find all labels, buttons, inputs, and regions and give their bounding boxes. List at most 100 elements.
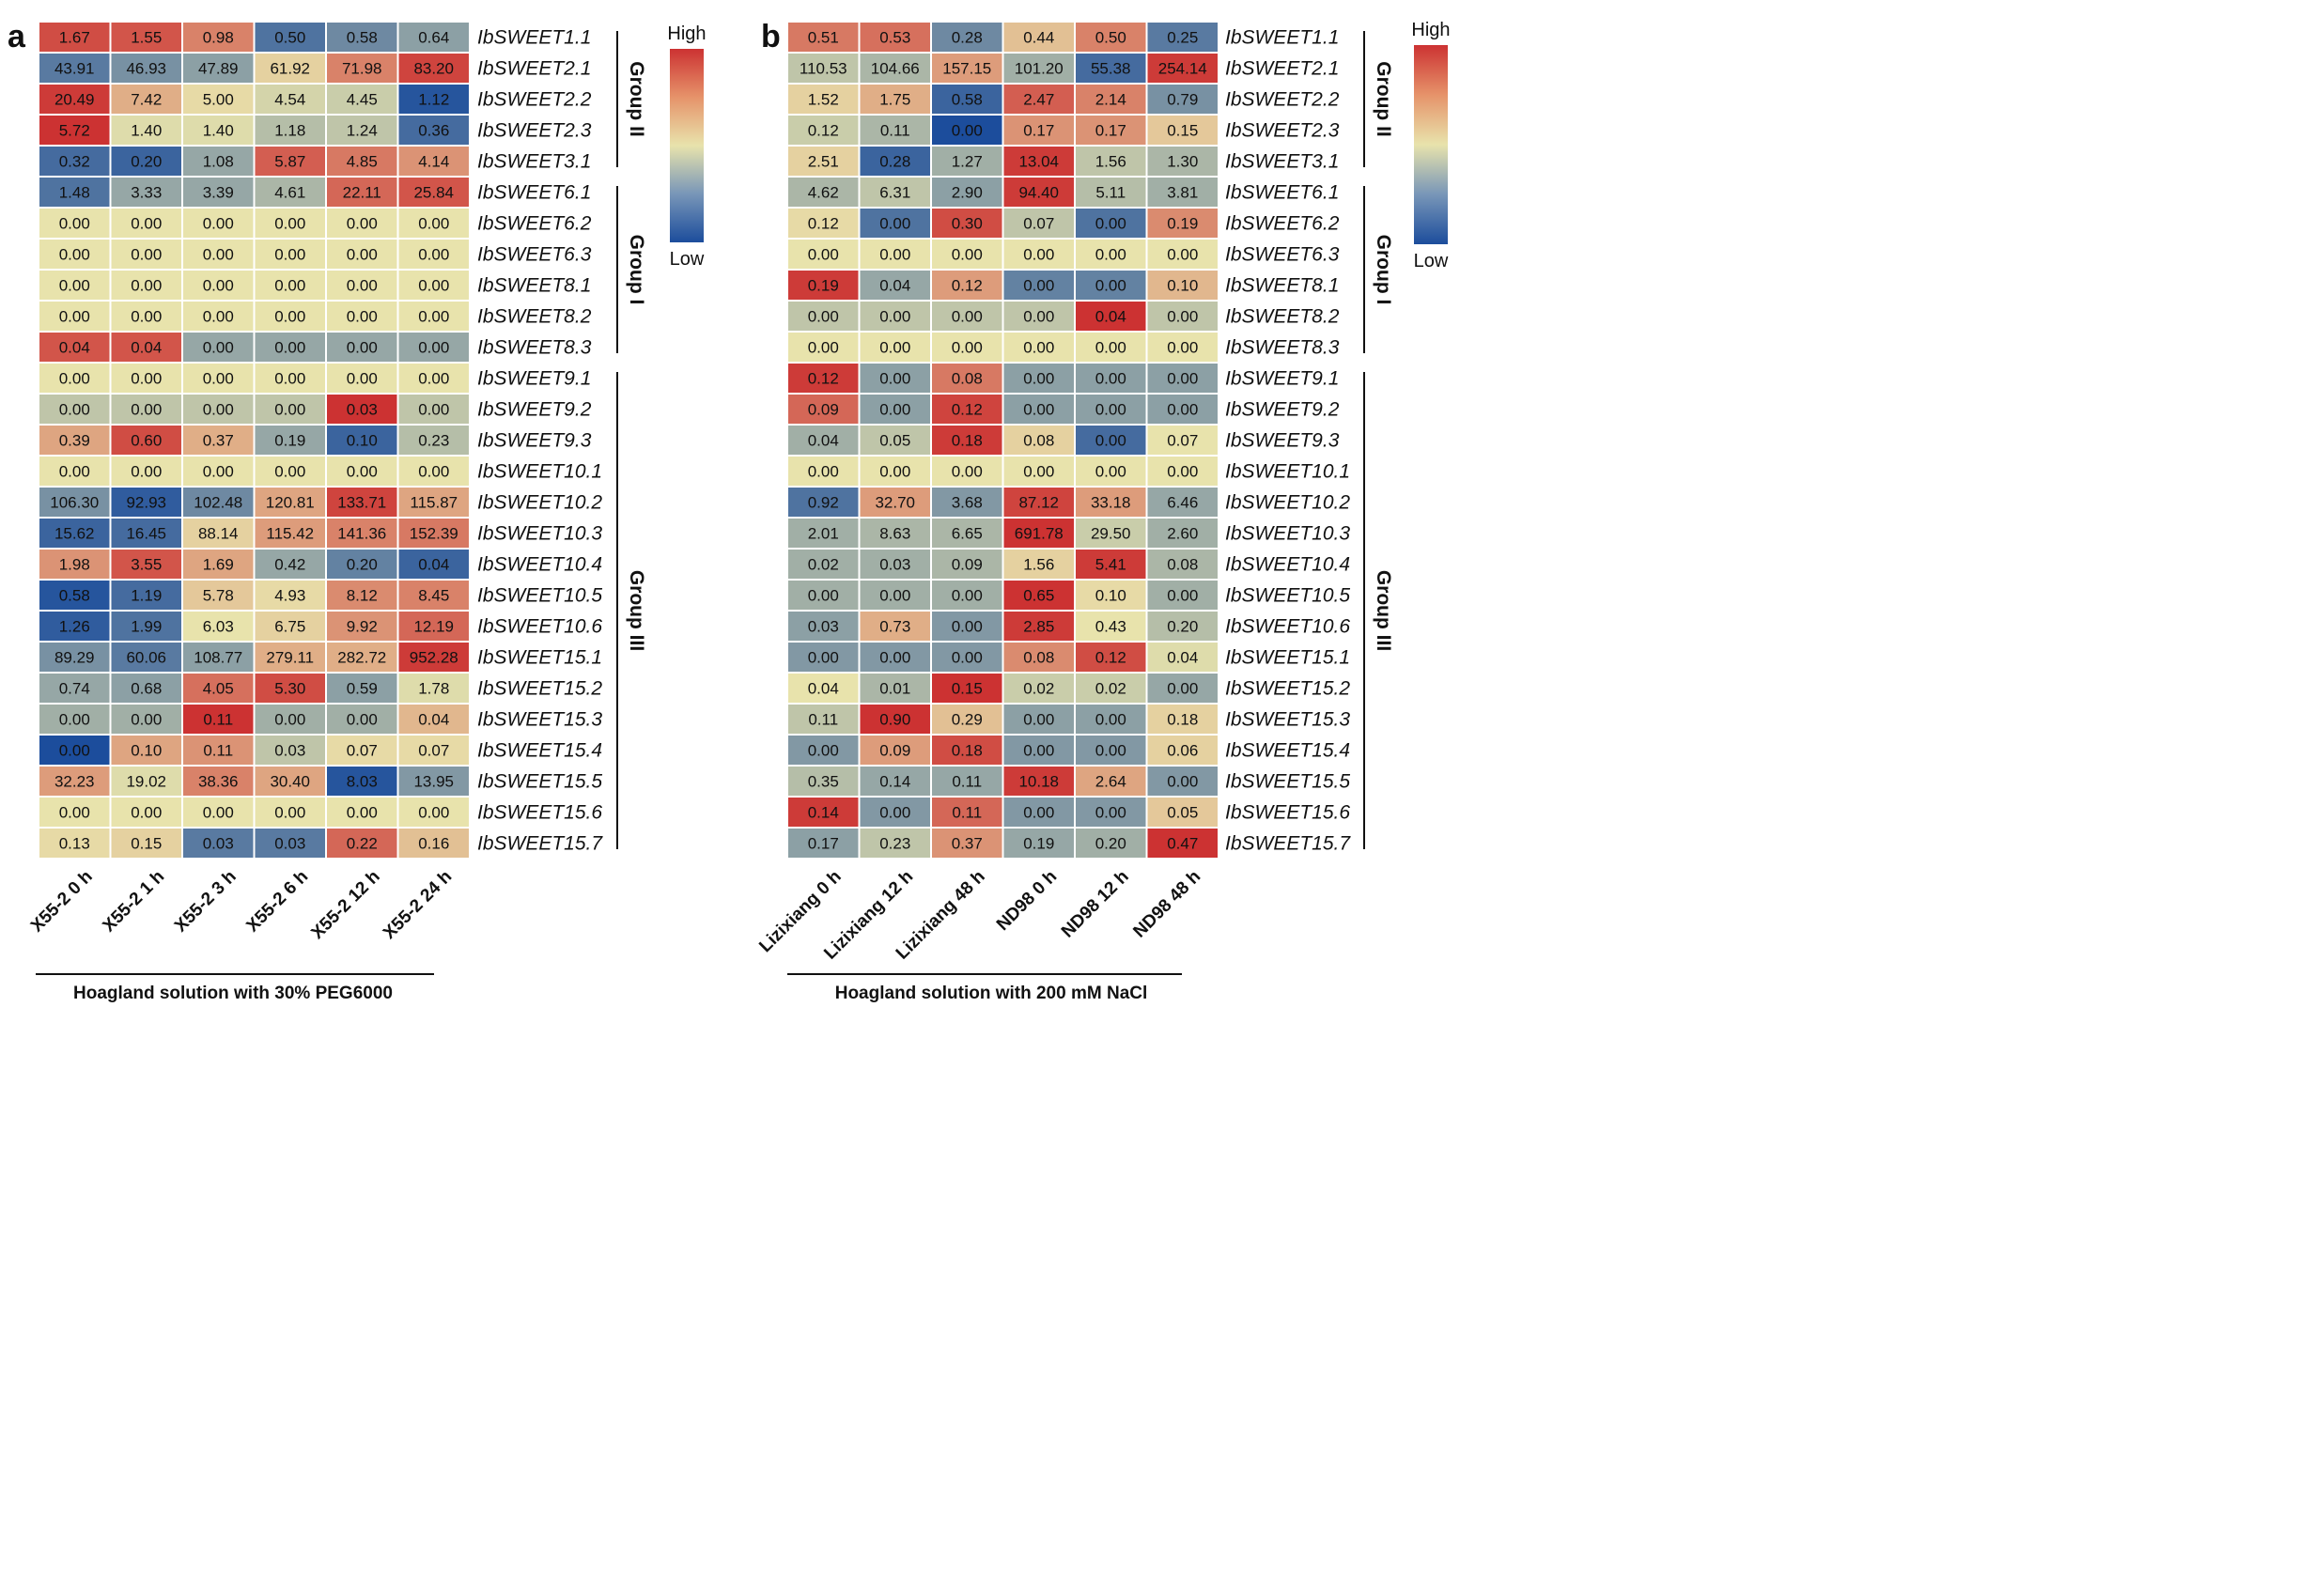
cell-value-label: 0.00 <box>808 587 839 605</box>
cell-value-label: 0.07 <box>1023 215 1054 233</box>
heatmap-cell <box>1145 331 1219 364</box>
cell-value-label: 10.18 <box>1018 773 1059 791</box>
cell-value-label: 12.19 <box>413 618 454 636</box>
cell-value-label: 0.00 <box>808 742 839 760</box>
gene-label: IbSWEET10.5 <box>1225 585 1350 607</box>
cell-value-label: 2.01 <box>808 525 839 543</box>
cell-value-label: 2.51 <box>808 153 839 171</box>
cell-value-label: 0.10 <box>1167 277 1198 295</box>
cell-value-label: 0.04 <box>418 711 449 729</box>
cell-value-label: 4.45 <box>347 91 378 109</box>
cell-value-label: 0.00 <box>131 277 162 295</box>
cell-value-label: 0.00 <box>1095 277 1126 295</box>
heatmap-cell <box>1074 517 1148 550</box>
cell-value-label: 0.12 <box>808 370 839 388</box>
heatmap-cell <box>1002 765 1076 798</box>
cell-value-label: 0.00 <box>952 587 983 605</box>
heatmap-cell <box>1074 579 1148 612</box>
cell-value-label: 0.11 <box>880 122 910 140</box>
cell-value-label: 0.00 <box>203 246 234 264</box>
panel-label: b <box>761 19 781 54</box>
heatmap-cell <box>930 424 1004 457</box>
cell-value-label: 0.11 <box>952 804 982 822</box>
cell-value-label: 0.58 <box>59 587 90 605</box>
cell-value-label: 2.85 <box>1023 618 1054 636</box>
cell-value-label: 0.00 <box>131 370 162 388</box>
heatmap-cell <box>1074 827 1148 860</box>
cell-value-label: 0.00 <box>418 215 449 233</box>
group-label: Group I <box>626 235 647 305</box>
heatmap-cell <box>109 52 183 85</box>
cell-value-label: 0.12 <box>952 277 983 295</box>
cell-value-label: 0.03 <box>203 835 234 853</box>
cell-value-label: 0.60 <box>131 432 162 450</box>
cell-value-label: 0.00 <box>952 649 983 667</box>
cell-value-label: 88.14 <box>198 525 239 543</box>
heatmap-cell <box>930 393 1004 426</box>
cell-value-label: 0.00 <box>879 463 910 481</box>
gene-label: IbSWEET3.1 <box>1225 151 1339 173</box>
cell-value-label: 0.04 <box>418 556 449 574</box>
cell-value-label: 94.40 <box>1018 184 1059 202</box>
gene-label: IbSWEET6.3 <box>1225 244 1340 266</box>
cell-value-label: 0.35 <box>808 773 839 791</box>
cell-value-label: 3.33 <box>131 184 162 202</box>
cell-value-label: 0.00 <box>1095 215 1126 233</box>
cell-value-label: 89.29 <box>54 649 95 667</box>
cell-value-label: 92.93 <box>126 494 166 512</box>
sample-label: X55-2 6 h <box>242 867 312 937</box>
heatmap-cell <box>109 393 183 426</box>
cell-value-label: 0.00 <box>1095 401 1126 419</box>
cell-value-label: 5.72 <box>59 122 90 140</box>
cell-value-label: 61.92 <box>270 60 310 78</box>
gene-label: IbSWEET2.3 <box>1225 120 1340 142</box>
heatmap-cell <box>109 703 183 736</box>
cell-value-label: 0.11 <box>203 742 233 760</box>
cell-value-label: 0.00 <box>59 370 90 388</box>
heatmap-cell <box>1074 207 1148 240</box>
gene-label: IbSWEET8.1 <box>477 275 591 297</box>
gene-label: IbSWEET8.3 <box>1225 337 1340 359</box>
heatmap-cell <box>38 641 112 674</box>
gene-label: IbSWEET6.1 <box>477 182 591 204</box>
cell-value-label: 8.63 <box>879 525 910 543</box>
sample-label: X55-2 1 h <box>99 867 168 937</box>
cell-value-label: 16.45 <box>126 525 166 543</box>
heatmap-cell <box>396 610 471 643</box>
heatmap-cell <box>786 703 861 736</box>
heatmap-cell <box>253 238 327 271</box>
gene-label: IbSWEET10.1 <box>1225 461 1350 483</box>
cell-value-label: 0.00 <box>808 649 839 667</box>
heatmap-cell <box>1145 207 1219 240</box>
cell-value-label: 0.39 <box>59 432 90 450</box>
heatmap-panel-a: a 1.67 1.55 0.98 0.50 0.58 0.64 IbSWEET1.1 43.91… <box>8 19 707 1003</box>
cell-value-label: 104.66 <box>871 60 920 78</box>
heatmap-cell <box>1002 114 1076 147</box>
cell-value-label: 6.31 <box>879 184 910 202</box>
cell-value-label: 4.85 <box>347 153 378 171</box>
cell-value-label: 0.50 <box>1095 29 1126 47</box>
cell-value-label: 0.06 <box>1167 742 1198 760</box>
cell-value-label: 0.10 <box>131 742 162 760</box>
cell-value-label: 0.00 <box>1095 742 1126 760</box>
heatmap-cell <box>396 393 471 426</box>
heatmap-cell <box>1145 796 1219 829</box>
gene-label: IbSWEET15.5 <box>477 771 602 793</box>
heatmap-cell <box>858 114 932 147</box>
cell-value-label: 4.62 <box>808 184 839 202</box>
cell-value-label: 0.00 <box>59 401 90 419</box>
cell-value-label: 7.42 <box>131 91 162 109</box>
heatmap-cell <box>930 331 1004 364</box>
heatmap-cell <box>181 424 256 457</box>
heatmap-cell <box>325 83 399 116</box>
cell-value-label: 0.05 <box>879 432 910 450</box>
cell-value-label: 1.48 <box>59 184 90 202</box>
heatmap-cell <box>181 269 256 302</box>
heatmap-cell <box>396 238 471 271</box>
cell-value-label: 0.00 <box>203 804 234 822</box>
cell-value-label: 0.00 <box>879 308 910 326</box>
cell-value-label: 106.30 <box>50 494 99 512</box>
cell-value-label: 3.39 <box>203 184 234 202</box>
legend-low-label: Low <box>670 249 705 270</box>
cell-value-label: 1.18 <box>274 122 305 140</box>
